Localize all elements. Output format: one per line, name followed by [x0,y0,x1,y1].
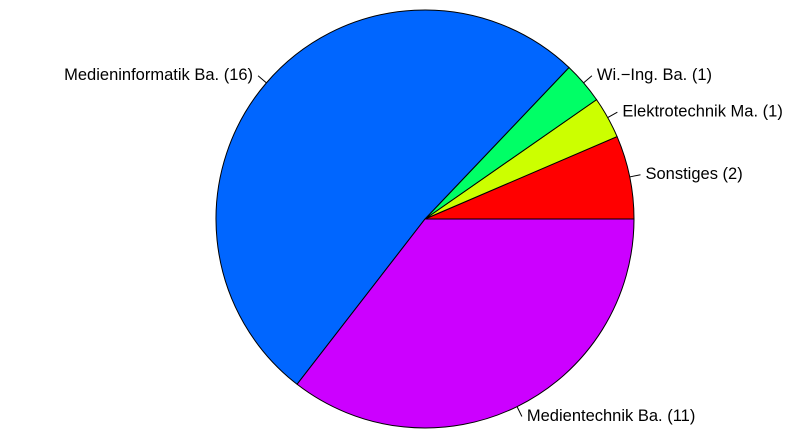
slice-leader-line [629,174,641,178]
pie-slice [296,218,635,429]
slice-label: Elektrotechnik Ma. (1) [622,103,782,121]
slice-label: Medieninformatik Ba. (16) [64,66,253,84]
slice-label: Medientechnik Ba. (11) [527,407,695,425]
slice-label: Sonstiges (2) [645,165,742,183]
slice-leader-line [607,111,618,119]
pie-slice [215,9,570,385]
slice-leader-line [257,75,267,84]
slice-leader-line [516,406,523,417]
slice-leader-line [583,75,593,84]
slice-label: Wi.−Ing. Ba. (1) [597,66,712,84]
